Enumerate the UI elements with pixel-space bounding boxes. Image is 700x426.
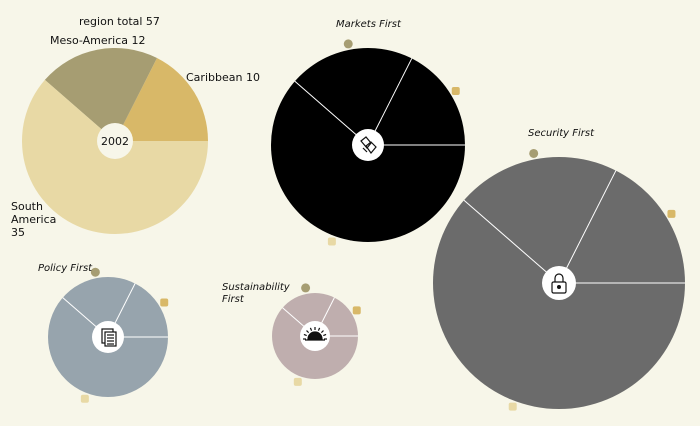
slice-label-south-america-line-2: America <box>11 213 56 226</box>
scenario-security-marker-south-america <box>508 402 517 411</box>
scenario-sustainability-marker-south-america <box>293 377 302 386</box>
scenario-markets-divider-3 <box>294 80 369 146</box>
scenario-policy-marker-meso-america <box>90 267 100 277</box>
documents-icon <box>101 328 117 347</box>
padlock-icon <box>551 273 567 294</box>
region-total-label: region total 57 <box>79 15 160 28</box>
scenario-sustainability-marker-meso-america <box>301 283 311 293</box>
scenario-security-divider-2 <box>558 170 617 284</box>
hands-icon <box>360 136 377 154</box>
base-pie-year-label: 2002 <box>101 135 129 148</box>
scenario-security-center <box>542 266 576 300</box>
scenario-security-marker-meso-america <box>529 148 539 158</box>
base-pie-slice-caribbean <box>115 58 208 141</box>
scenario-security-title-line-1: Security First <box>528 128 595 139</box>
scenario-markets-marker-south-america <box>327 237 336 246</box>
scenario-security-marker-caribbean <box>667 209 676 218</box>
scenario-policy-title-line-1: Policy First <box>38 263 93 274</box>
scenario-policy-marker-south-america <box>80 394 89 403</box>
base-pie-slice-meso-america <box>44 47 157 141</box>
scenario-sustainability-title-line-2: First <box>222 294 245 305</box>
scenario-sustainability-marker-caribbean <box>352 306 361 315</box>
slice-label-south-america-line-1: South <box>11 200 43 213</box>
scenario-markets-title-line-1: Markets First <box>336 19 402 30</box>
scenario-markets-divider-2 <box>367 58 413 146</box>
scenario-markets-marker-meso-america <box>343 39 353 49</box>
scenario-security-divider-3 <box>463 199 560 284</box>
slice-label-caribbean: Caribbean 10 <box>186 71 260 84</box>
slice-label-south-america-line-3: 35 <box>11 226 25 239</box>
base-pie-center <box>97 123 133 159</box>
scenario-markets-marker-caribbean <box>451 87 460 96</box>
scenario-policy-marker-caribbean <box>160 298 169 307</box>
slice-label-meso-america: Meso-America 12 <box>50 34 146 47</box>
sun-icon <box>303 327 327 341</box>
scenario-sustainability-title-line-1: Sustainability <box>222 282 291 293</box>
